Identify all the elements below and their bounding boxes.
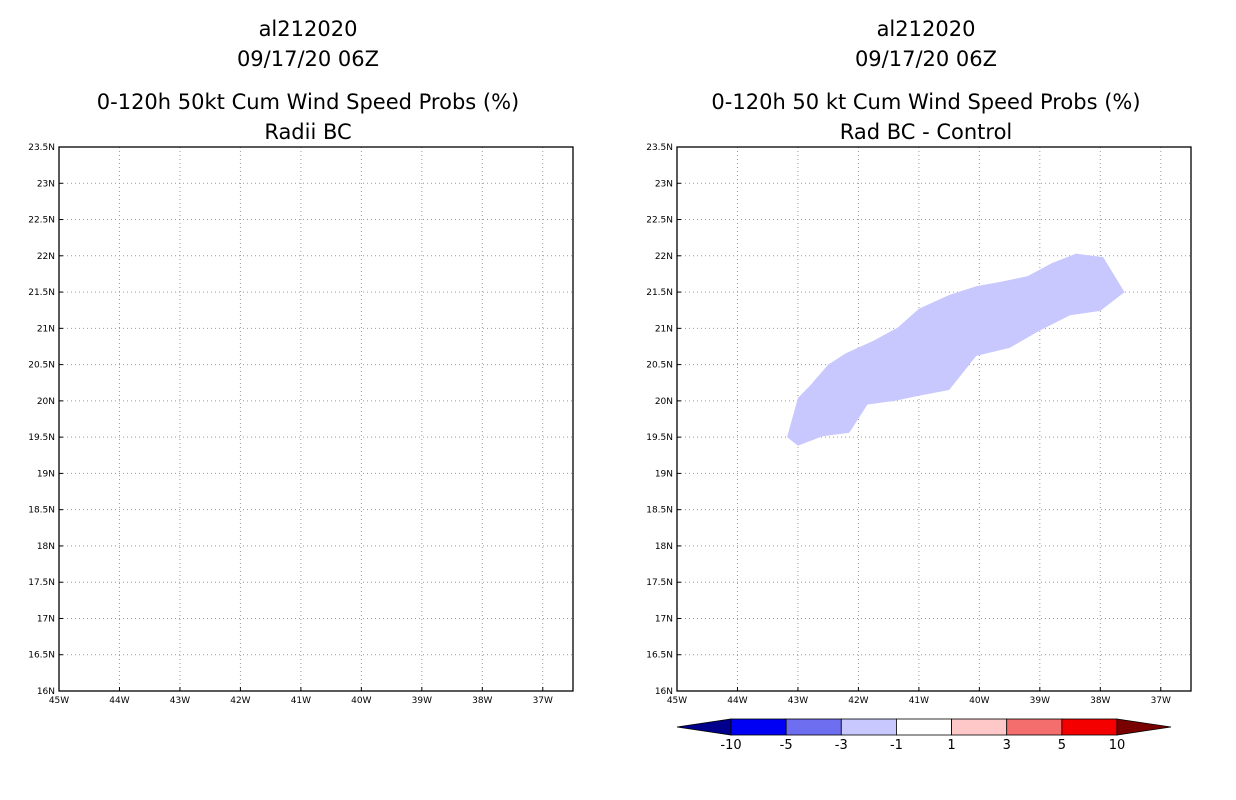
left-title-product: 0-120h 50kt Cum Wind Speed Probs (%) [97,90,519,114]
left-y-tick-label: 21.5N [28,288,55,298]
right-y-tick-label: 20.5N [646,361,673,371]
left-y-tick-label: 18N [37,542,55,552]
left-y-tick-label: 20N [37,397,55,407]
right-panel: al212020 09/17/20 06Z 0-120h 50 kt Cum W… [646,17,1192,706]
right-title-product: 0-120h 50 kt Cum Wind Speed Probs (%) [711,90,1140,114]
right-gridlines [676,146,1191,692]
left-y-tick-label: 22N [37,252,55,262]
right-x-tick-labels: 45W 44W 43W 42W 41W 40W 39W 38W 37W [667,696,1171,706]
right-y-tick-label: 23.5N [646,143,673,153]
right-x-tick-label: 43W [788,696,808,706]
right-y-tick-label: 22N [655,252,673,262]
left-y-tick-label: 16.5N [28,651,55,661]
right-x-tick-label: 44W [727,696,747,706]
right-y-tick-label: 17.5N [646,578,673,588]
colorbar-swatch [951,718,1008,736]
left-y-tick-label: 23N [37,179,55,189]
right-y-tick-label: 20N [655,397,673,407]
colorbar-swatch [676,718,732,736]
right-x-tick-label: 45W [667,696,687,706]
right-y-tick-label: 19.5N [646,433,673,443]
left-title-date: 09/17/20 06Z [237,47,379,71]
left-x-tick-label: 44W [109,696,129,706]
colorbar-swatch [896,718,952,736]
left-y-tick-label: 19.5N [28,433,55,443]
right-y-tick-label: 16.5N [646,651,673,661]
left-y-tick-label: 22.5N [28,216,55,226]
right-x-tick-label: 38W [1090,696,1110,706]
colorbar-swatch [1061,718,1118,736]
left-x-tick-label: 45W [49,696,69,706]
right-shaded-regions [787,253,1125,446]
right-y-tick-label: 18N [655,542,673,552]
right-plot-frame [676,146,1192,692]
left-x-tick-label: 37W [533,696,553,706]
left-y-tick-label: 21N [37,324,55,334]
left-title-storm: al212020 [259,17,358,41]
left-y-tick-label: 17.5N [28,578,55,588]
colorbar-label: -5 [780,738,793,753]
colorbar-swatch [785,718,842,736]
left-panel: al212020 09/17/20 06Z 0-120h 50kt Cum Wi… [28,17,574,706]
right-title-subtitle: Rad BC - Control [840,120,1013,144]
colorbar-label: 1 [947,738,955,753]
colorbar-swatch [730,718,787,736]
left-x-tick-label: 43W [170,696,190,706]
left-x-tick-label: 40W [351,696,371,706]
right-y-tick-labels: 16N 16.5N 17N 17.5N 18N 18.5N 19N 19.5N 20N 20.5N… [646,143,673,697]
right-shaded-region [787,253,1125,446]
colorbar-label: 10 [1109,738,1126,753]
left-y-tick-label: 20.5N [28,361,55,371]
left-x-tick-label: 39W [412,696,432,706]
right-y-tick-label: 17N [655,614,673,624]
right-y-tick-label: 21.5N [646,288,673,298]
colorbar-label: -3 [835,738,848,753]
colorbar-swatch [1116,718,1172,736]
left-x-tick-label: 41W [291,696,311,706]
left-plot-frame [58,146,574,692]
colorbar-swatch [1006,718,1063,736]
right-y-tick-label: 18.5N [646,506,673,516]
right-y-tick-label: 23N [655,179,673,189]
left-title-subtitle: Radii BC [264,120,351,144]
right-y-tick-label: 19N [655,469,673,479]
right-x-tick-label: 42W [848,696,868,706]
left-x-tick-label: 42W [230,696,250,706]
right-y-tick-label: 22.5N [646,216,673,226]
left-gridlines [58,146,573,692]
colorbar-label: 3 [1003,738,1011,753]
colorbar-label: -10 [720,738,741,753]
colorbar: -10 -5 -3 -1 1 3 5 10 [676,718,1172,753]
colorbar-swatch [840,718,897,736]
left-y-tick-label: 18.5N [28,506,55,516]
right-title-storm: al212020 [877,17,976,41]
right-y-tick-label: 21N [655,324,673,334]
left-y-tick-label: 23.5N [28,143,55,153]
right-x-tick-label: 39W [1030,696,1050,706]
colorbar-label: 5 [1058,738,1066,753]
left-y-tick-label: 16N [37,687,55,697]
right-x-tick-label: 41W [909,696,929,706]
left-y-tick-label: 19N [37,469,55,479]
left-x-tick-label: 38W [472,696,492,706]
left-y-tick-label: 17N [37,614,55,624]
right-x-tick-label: 37W [1151,696,1171,706]
right-y-tick-label: 16N [655,687,673,697]
left-y-tick-labels: 16N 16.5N 17N 17.5N 18N 18.5N 19N 19.5N 20N 20.5N… [28,143,55,697]
colorbar-label: -1 [890,738,903,753]
right-title-date: 09/17/20 06Z [855,47,997,71]
right-x-tick-label: 40W [969,696,989,706]
left-x-tick-labels: 45W 44W 43W 42W 41W 40W 39W 38W 37W [49,696,553,706]
